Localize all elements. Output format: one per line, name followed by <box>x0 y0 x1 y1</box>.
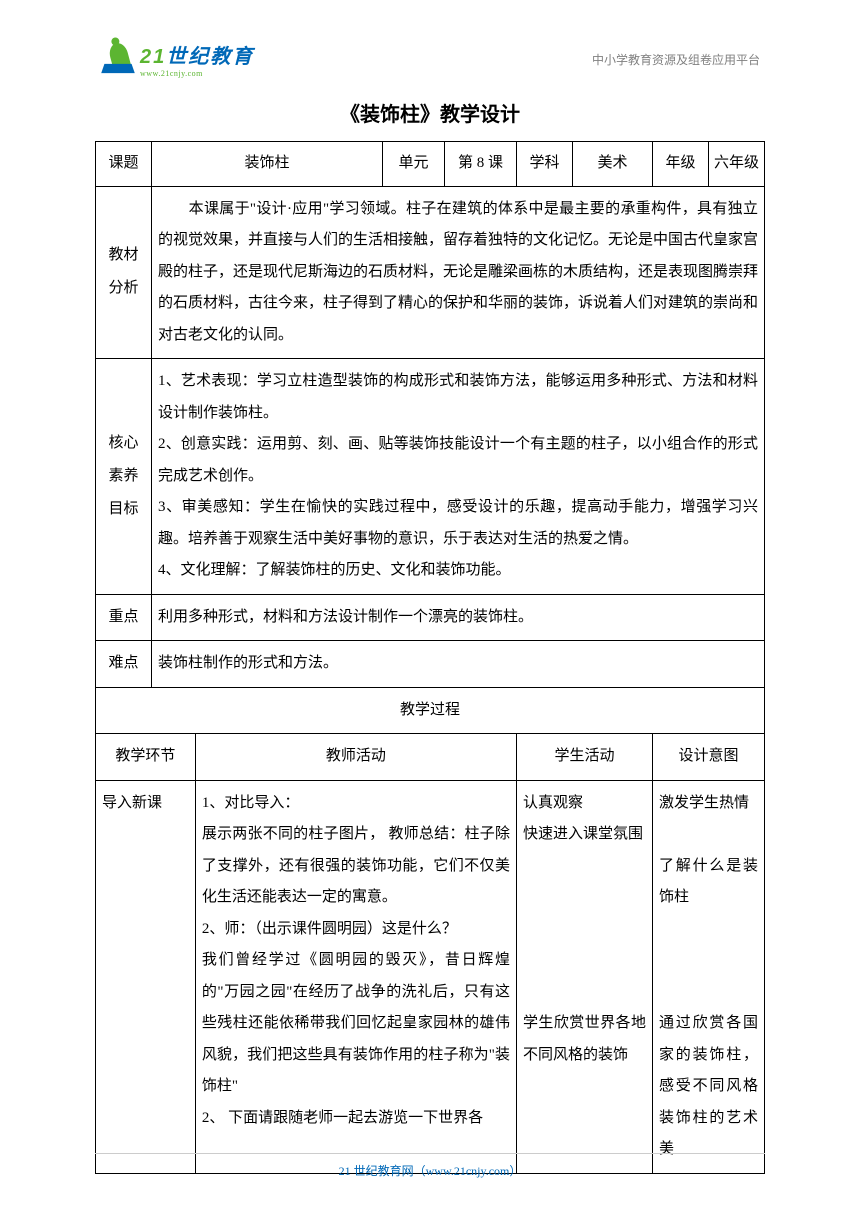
logo-brand: 世纪教育 <box>166 46 254 68</box>
cell-stage: 导入新课 <box>96 780 196 1173</box>
value-unit: 第 8 课 <box>445 142 517 187</box>
logo-num: 21 <box>140 46 166 68</box>
table-row-process-header: 教学过程 <box>96 687 765 734</box>
table-row-goals: 核心素养目标 1、艺术表现：学习立柱造型装饰的构成形式和装饰方法，能够运用多种形… <box>96 359 765 595</box>
table-row-basic-info: 课题 装饰柱 单元 第 8 课 学科 美术 年级 六年级 <box>96 142 765 187</box>
footer-link: www.21cnjy.com <box>426 1164 510 1178</box>
table-row-analysis: 教材分析 本课属于"设计·应用"学习领域。柱子在建筑的体系中是最主要的承重构件，… <box>96 186 765 359</box>
label-material-analysis: 教材分析 <box>96 186 152 359</box>
table-row-focus: 重点 利用多种形式，材料和方法设计制作一个漂亮的装饰柱。 <box>96 594 765 641</box>
label-grade: 年级 <box>653 142 709 187</box>
cell-student-activity: 认真观察 快速进入课堂氛围 学生欣赏世界各地不同风格的装饰 <box>517 780 653 1173</box>
label-focus: 重点 <box>96 594 152 641</box>
table-row-difficulty: 难点 装饰柱制作的形式和方法。 <box>96 641 765 688</box>
label-difficulty: 难点 <box>96 641 152 688</box>
content-material-analysis: 本课属于"设计·应用"学习领域。柱子在建筑的体系中是最主要的承重构件，具有独立的… <box>152 186 765 359</box>
value-topic: 装饰柱 <box>152 142 383 187</box>
document-title: 《装饰柱》教学设计 <box>95 98 765 127</box>
label-unit: 单元 <box>383 142 445 187</box>
content-difficulty: 装饰柱制作的形式和方法。 <box>152 641 765 688</box>
header-right-text: 中小学教育资源及组卷应用平台 <box>592 51 760 68</box>
table-row-process-content: 导入新课 1、对比导入： 展示两张不同的柱子图片， 教师总结：柱子除了支撑外，还… <box>96 780 765 1173</box>
page-footer: 21 世纪教育网（www.21cnjy.com） <box>95 1153 765 1180</box>
process-header: 教学过程 <box>96 687 765 734</box>
col-stage: 教学环节 <box>96 734 196 781</box>
value-subject: 美术 <box>573 142 653 187</box>
label-core-goals: 核心素养目标 <box>96 359 152 595</box>
logo-main: 21世纪教育 <box>140 40 254 69</box>
cell-teacher-activity: 1、对比导入： 展示两张不同的柱子图片， 教师总结：柱子除了支撑外，还有很强的装… <box>195 780 516 1173</box>
col-intent: 设计意图 <box>653 734 765 781</box>
lesson-plan-table: 课题 装饰柱 单元 第 8 课 学科 美术 年级 六年级 教材分析 本课属于"设… <box>95 141 765 1174</box>
cell-design-intent: 激发学生热情 了解什么是装饰柱 通过欣赏各国家的装饰柱，感受不同风格装饰柱的艺术… <box>653 780 765 1173</box>
footer-text: 21 世纪教育网（www.21cnjy.com） <box>339 1164 522 1178</box>
label-subject: 学科 <box>517 142 573 187</box>
col-student: 学生活动 <box>517 734 653 781</box>
col-teacher: 教师活动 <box>195 734 516 781</box>
content-core-goals: 1、艺术表现：学习立柱造型装饰的构成形式和装饰方法，能够运用多种形式、方法和材料… <box>152 359 765 595</box>
value-grade: 六年级 <box>709 142 765 187</box>
logo-text: 21世纪教育 www.21cnjy.com <box>140 40 254 78</box>
logo-icon <box>100 41 136 77</box>
page-header: 21世纪教育 www.21cnjy.com 中小学教育资源及组卷应用平台 <box>95 40 765 78</box>
content-focus: 利用多种形式，材料和方法设计制作一个漂亮的装饰柱。 <box>152 594 765 641</box>
logo: 21世纪教育 www.21cnjy.com <box>100 40 254 78</box>
label-topic: 课题 <box>96 142 152 187</box>
logo-url: www.21cnjy.com <box>140 69 254 78</box>
table-row-process-cols: 教学环节 教师活动 学生活动 设计意图 <box>96 734 765 781</box>
